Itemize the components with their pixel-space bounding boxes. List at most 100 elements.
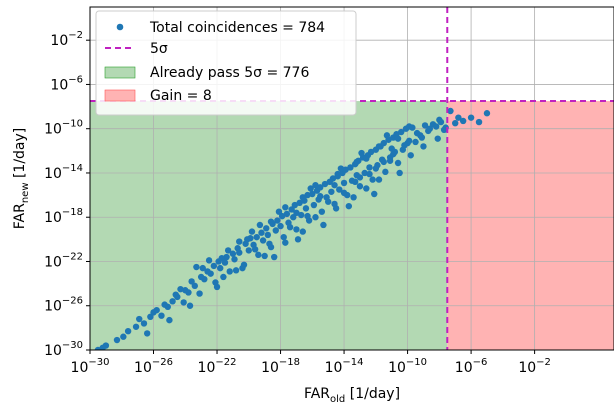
scatter-point <box>120 333 127 340</box>
y-tick-label: 10−6 <box>50 74 83 93</box>
plot-frame <box>89 6 614 351</box>
scatter-point <box>197 273 205 281</box>
y-tick-label: 10−26 <box>44 296 83 315</box>
scatter-point <box>180 299 187 306</box>
scatter-point <box>409 124 416 131</box>
scatter-point <box>172 291 179 298</box>
legend-marker-already-pass <box>104 66 136 79</box>
scatter-point <box>232 267 240 274</box>
scatter-point <box>413 129 421 137</box>
scatter-point <box>418 134 426 141</box>
scatter-point <box>261 252 268 260</box>
scatter-point <box>229 250 237 257</box>
scatter-point <box>231 256 238 263</box>
scatter-point <box>318 208 326 215</box>
x-tick-label: 10−26 <box>134 357 173 376</box>
scatter-point <box>371 190 378 198</box>
scatter-point <box>251 246 259 253</box>
scatter-point <box>309 190 316 198</box>
scatter-point <box>304 212 311 220</box>
scatter-point <box>356 183 364 190</box>
scatter-point <box>213 283 221 291</box>
scatter-point <box>324 198 332 205</box>
scatter-point <box>361 169 368 177</box>
scatter-point <box>340 179 348 187</box>
scatter-point <box>140 320 148 327</box>
scatter-point <box>290 214 297 221</box>
scatter-point <box>394 159 402 167</box>
scatter-point <box>380 158 387 166</box>
scatter-point <box>386 157 394 164</box>
scatter-point <box>224 247 232 254</box>
scatter-point <box>447 107 454 115</box>
scatter-point <box>336 186 343 193</box>
scatter-point <box>282 239 289 246</box>
scatter-point <box>143 330 151 337</box>
scatter-point <box>375 176 383 183</box>
scatter-point <box>236 238 243 245</box>
scatter-point <box>401 142 408 149</box>
scatter-point <box>334 170 341 178</box>
scatter-point <box>288 206 295 213</box>
scatter-point <box>291 201 299 209</box>
scatter-point <box>210 262 218 270</box>
scatter-point <box>275 208 283 215</box>
scatter-point <box>299 228 306 235</box>
scatter-point <box>186 302 194 309</box>
scatter-point <box>475 118 483 126</box>
scatter-point <box>331 181 338 189</box>
y-axis: 10−30 10−26 10−22 10−18 10−14 10−10 10−6 10−2 <box>44 30 90 359</box>
scatter-point <box>169 298 176 305</box>
scatter-point <box>321 180 329 188</box>
scatter-point <box>432 123 440 130</box>
scatter-point <box>282 204 289 211</box>
legend-label-already-pass: Already pass 5σ = 776 <box>150 65 309 81</box>
scatter-point <box>245 247 252 254</box>
x-axis-label: FARold [1/day] <box>304 386 400 405</box>
scatter-point <box>329 175 337 182</box>
scatter-point <box>302 205 310 212</box>
scatter-point <box>358 149 365 157</box>
scatter-point <box>317 184 324 191</box>
scatter-point <box>258 229 265 236</box>
scatter-point <box>390 150 397 158</box>
scatter-point <box>124 327 132 335</box>
scatter-point <box>350 194 357 201</box>
scatter-point <box>307 185 314 192</box>
scatter-point <box>218 254 225 262</box>
y-axis-label: FARnew [1/day] <box>12 128 31 230</box>
x-axis: 10−30 10−26 10−22 10−18 10−14 10−10 10−6 10−2 <box>71 350 551 376</box>
scatter-point <box>244 236 251 243</box>
scatter-point <box>347 164 354 171</box>
scatter-point <box>161 301 168 308</box>
scatter-point <box>367 148 375 156</box>
y-tick-label: 10−30 <box>44 340 83 359</box>
scatter-point <box>420 143 427 150</box>
scatter-point <box>166 316 173 324</box>
scatter-point <box>405 137 413 145</box>
scatter-point <box>296 199 303 207</box>
gain-region <box>447 101 614 350</box>
scatter-point <box>407 152 414 159</box>
scatter-point <box>234 245 241 252</box>
y-tick-label: 10−14 <box>44 163 83 182</box>
scatter-point <box>223 253 230 261</box>
scatter-point <box>382 168 389 176</box>
scatter-point <box>158 312 165 319</box>
scatter-point <box>372 165 380 172</box>
scatter-point <box>270 253 278 261</box>
scatter-point <box>412 138 419 146</box>
scatter-point <box>226 268 233 275</box>
scatter-point <box>220 273 227 281</box>
scatter-point <box>182 287 189 294</box>
legend: Total coincidences = 784 5σ Already pass… <box>95 10 357 116</box>
scatter-point <box>278 212 286 220</box>
x-tick-label: 10−30 <box>71 357 110 376</box>
legend-marker-scatter <box>116 23 124 31</box>
scatter-point <box>394 135 402 142</box>
scatter-point <box>452 119 459 127</box>
scatter-point <box>421 122 429 129</box>
scatter-point <box>259 237 267 244</box>
scatter-point <box>320 221 327 229</box>
